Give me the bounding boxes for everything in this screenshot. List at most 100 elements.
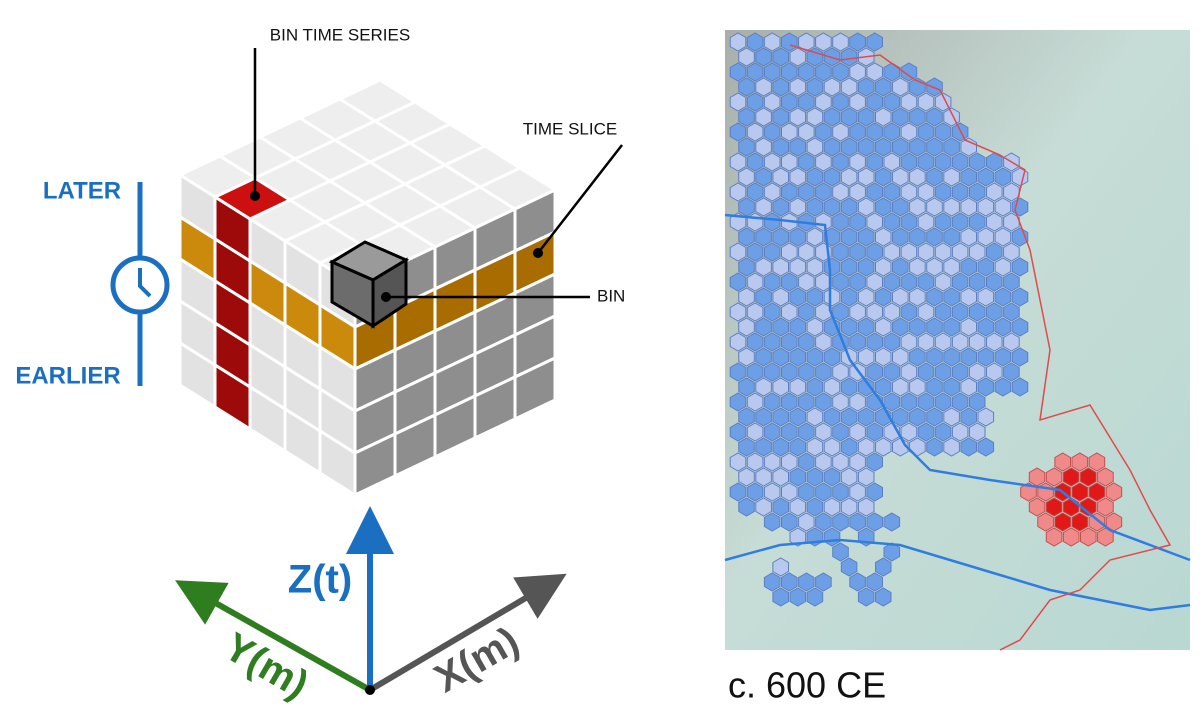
hex-cell xyxy=(875,377,892,397)
hex-cell xyxy=(857,197,875,217)
hex-cell xyxy=(789,377,807,397)
hex-cell xyxy=(994,287,1012,307)
river xyxy=(724,213,1191,562)
hex-cell xyxy=(823,197,841,217)
hex-cell xyxy=(798,482,815,502)
hex-cell xyxy=(951,422,969,442)
hex-cell xyxy=(746,392,764,412)
hex-cell xyxy=(781,122,798,142)
map-caption: c. 600 CE xyxy=(728,665,886,706)
hex-cell xyxy=(789,587,807,607)
hex-cell xyxy=(832,422,849,442)
hex-cell xyxy=(900,122,918,142)
hex-cell xyxy=(755,437,772,457)
hex-cell xyxy=(789,287,807,307)
hex-cell xyxy=(926,347,943,367)
axes-origin xyxy=(365,685,375,695)
hex-cell xyxy=(857,257,875,277)
hex-cell xyxy=(738,167,755,187)
hex-cell xyxy=(798,62,815,82)
hex-cell xyxy=(968,272,986,292)
hex-cell xyxy=(960,197,977,217)
hex-cell xyxy=(798,242,815,262)
hex-cell xyxy=(857,137,875,157)
hex-cell xyxy=(1003,242,1020,262)
hex-cell xyxy=(900,212,918,232)
hex-cell xyxy=(866,572,883,592)
hex-cell xyxy=(866,32,883,52)
hex-cell xyxy=(951,152,969,172)
hex-cell xyxy=(729,482,747,502)
hex-cell xyxy=(1011,287,1029,307)
hex-cell xyxy=(994,167,1012,187)
hex-cell xyxy=(866,362,883,382)
hex-cell xyxy=(781,92,798,112)
hex-cell xyxy=(926,197,943,217)
hex-cell xyxy=(943,227,960,247)
hex-cell xyxy=(755,467,772,487)
hex-cell xyxy=(798,32,815,52)
hex-cell xyxy=(798,332,815,352)
hex-cell xyxy=(763,212,781,232)
hex-cell xyxy=(994,227,1012,247)
hex-cell xyxy=(960,377,977,397)
hex-cell xyxy=(823,137,841,157)
hex-cell xyxy=(781,152,798,172)
hex-cell xyxy=(1003,182,1020,202)
hex-cell xyxy=(746,122,764,142)
hex-cell xyxy=(977,437,995,457)
hex-cell xyxy=(883,212,901,232)
hex-grid xyxy=(729,32,1123,607)
hex-cell xyxy=(926,167,943,187)
hex-cell xyxy=(1037,482,1054,502)
hex-cell xyxy=(798,392,815,412)
hex-cell xyxy=(875,317,892,337)
hex-cell xyxy=(1011,317,1029,337)
hex-cell xyxy=(883,542,901,562)
hex-cell xyxy=(823,257,841,277)
hex-cell xyxy=(1003,362,1020,382)
hex-cell xyxy=(875,167,892,187)
hex-cell xyxy=(849,302,866,322)
hex-cell xyxy=(755,407,772,427)
hex-cell xyxy=(986,182,1003,202)
hex-cell xyxy=(909,347,926,367)
hex-cell xyxy=(875,347,892,367)
hex-cell xyxy=(968,182,986,202)
hex-cell xyxy=(849,122,866,142)
hex-cell xyxy=(729,272,747,292)
hex-cell xyxy=(866,242,883,262)
hex-cell xyxy=(806,47,824,67)
hex-cell xyxy=(746,212,764,232)
hex-cell xyxy=(755,107,772,127)
hex-cell xyxy=(763,62,781,82)
hex-cell xyxy=(960,227,977,247)
map: c. 600 CE xyxy=(724,30,1191,706)
hex-cell xyxy=(900,392,918,412)
hex-cell xyxy=(729,452,747,472)
hex-cell xyxy=(968,422,986,442)
hex-cell xyxy=(1071,512,1089,532)
hex-cell xyxy=(934,362,952,382)
hex-cell xyxy=(934,212,952,232)
hex-cell xyxy=(763,32,781,52)
hex-cell xyxy=(789,347,807,367)
hex-cell xyxy=(840,317,858,337)
hex-cell xyxy=(729,362,747,382)
hex-cell xyxy=(1003,212,1020,232)
hex-cell xyxy=(832,182,849,202)
hex-cell xyxy=(806,317,824,337)
hex-cell xyxy=(909,197,926,217)
hex-cell xyxy=(823,167,841,187)
hex-cell xyxy=(892,137,909,157)
hex-cell xyxy=(729,152,747,172)
hex-cell xyxy=(1080,497,1097,517)
hex-cell xyxy=(823,227,841,247)
hex-cell xyxy=(883,512,901,532)
hex-cell xyxy=(832,392,849,412)
hex-cell xyxy=(892,287,909,307)
hex-cell xyxy=(772,77,789,97)
hex-cell xyxy=(832,362,849,382)
hex-cell xyxy=(781,392,798,412)
hex-cell xyxy=(746,152,764,172)
